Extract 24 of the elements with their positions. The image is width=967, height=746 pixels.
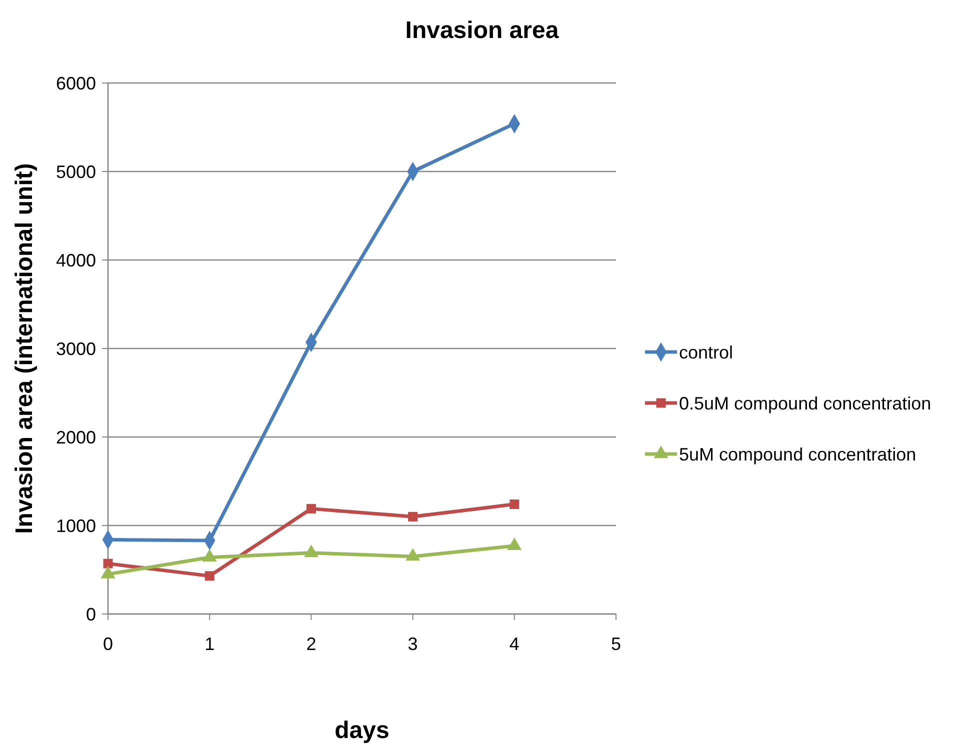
- x-tick-label: 4: [509, 634, 520, 654]
- legend-label: 5uM compound concentration: [679, 444, 916, 464]
- y-tick-label: 4000: [56, 250, 96, 270]
- legend-label: control: [679, 342, 734, 362]
- y-tick-label: 6000: [56, 73, 96, 94]
- point: [103, 558, 113, 568]
- point: [510, 500, 520, 510]
- y-tick-label: 2000: [56, 427, 96, 448]
- legend-label: 0.5uM compound concentration: [679, 393, 932, 414]
- x-tick-label: 5: [610, 634, 622, 654]
- y-tick-label: 0: [86, 604, 96, 624]
- x-tick-label: 3: [408, 634, 418, 654]
- x-axis-title: days: [334, 717, 390, 744]
- chart-title: Invasion area: [405, 17, 560, 44]
- x-tick-label: 2: [306, 634, 316, 654]
- y-axis-title: Invasion area (international unit): [11, 163, 38, 534]
- y-tick-label: 5000: [56, 162, 96, 182]
- x-tick-label: 0: [102, 634, 114, 654]
- x-tick-label: 1: [204, 634, 215, 654]
- point: [204, 571, 214, 581]
- point: [408, 512, 418, 522]
- y-tick-label: 1000: [56, 516, 96, 536]
- point: [306, 504, 316, 514]
- y-tick-label: 3000: [56, 338, 96, 359]
